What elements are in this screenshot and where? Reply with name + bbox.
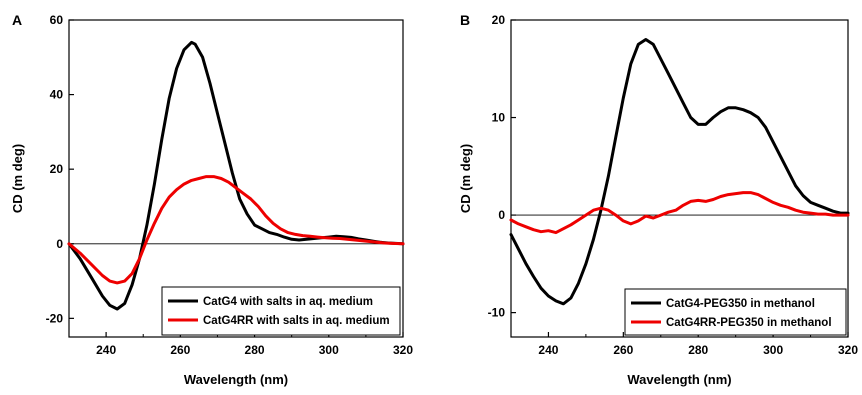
- y-tick-label: 0: [498, 208, 505, 222]
- y-tick-label: 20: [50, 162, 64, 176]
- legend-entry-2: CatG4RR-PEG350 in methanol: [666, 317, 832, 329]
- panel-label: A: [12, 12, 22, 28]
- legend-entry-1: CatG4-PEG350 in methanol: [666, 298, 815, 310]
- y-tick-label: 0: [56, 237, 63, 251]
- series-line-2: [509, 191, 850, 235]
- x-tick-label: 260: [613, 343, 633, 357]
- x-tick-label: 300: [763, 343, 783, 357]
- y-axis-label: CD (m deg): [10, 144, 25, 213]
- x-tick-label: 240: [96, 343, 116, 357]
- series-line-1: [67, 40, 405, 311]
- legend-box: [161, 286, 401, 336]
- series-line-1: [509, 38, 850, 306]
- x-tick-label: 320: [838, 343, 858, 357]
- legend-entry-2: CatG4RR with salts in aq. medium: [203, 315, 390, 327]
- y-tick-label: -20: [46, 311, 64, 325]
- x-tick-label: 300: [319, 343, 339, 357]
- y-tick-label: 10: [492, 111, 506, 125]
- legend-box: [624, 288, 847, 336]
- x-tick-label: 260: [170, 343, 190, 357]
- x-axis-label: Wavelength (nm): [184, 372, 288, 387]
- x-tick-label: 320: [393, 343, 413, 357]
- legend-entry-1: CatG4 with salts in aq. medium: [203, 296, 373, 308]
- panel-b-chart: 240 260 280 300 320 -10 0 10 20 Wavelength (nm) CD…: [458, 12, 858, 387]
- series-line-2: [67, 175, 405, 285]
- x-tick-label: 280: [245, 343, 265, 357]
- x-tick-label: 280: [688, 343, 708, 357]
- plot-frame: [68, 19, 404, 338]
- y-tick-label: 20: [492, 13, 506, 27]
- x-axis-label: Wavelength (nm): [627, 372, 731, 387]
- y-tick-label: -10: [488, 306, 506, 320]
- y-tick-label: 60: [50, 13, 64, 27]
- plot-frame: [510, 19, 849, 338]
- y-axis-label: CD (m deg): [458, 144, 473, 213]
- x-tick-label: 240: [538, 343, 558, 357]
- panel-label: B: [460, 12, 470, 28]
- panel-a-chart: 240 260 280 300 320 -20 0 20 40 60 Wavelength (nm)…: [10, 12, 413, 387]
- y-tick-label: 40: [50, 88, 64, 102]
